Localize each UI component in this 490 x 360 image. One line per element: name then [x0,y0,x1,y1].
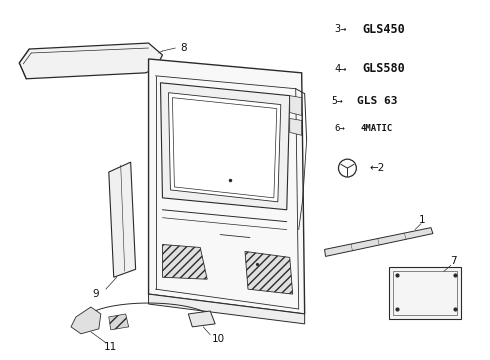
Polygon shape [290,118,302,135]
Polygon shape [161,83,290,210]
Text: 10: 10 [212,334,225,344]
Polygon shape [290,96,302,116]
Text: GLS580: GLS580 [362,62,405,75]
Polygon shape [148,294,305,324]
FancyBboxPatch shape [389,267,461,319]
Polygon shape [163,244,207,279]
Polygon shape [109,314,129,330]
Text: ←2: ←2 [369,163,385,173]
Polygon shape [71,307,101,334]
Polygon shape [19,43,163,79]
Text: GLS 63: GLS 63 [357,96,398,105]
FancyBboxPatch shape [196,257,243,279]
Text: GLS450: GLS450 [362,23,405,36]
Text: 4MATIC: 4MATIC [360,124,392,133]
Polygon shape [324,228,433,256]
Text: 9: 9 [93,289,99,299]
Polygon shape [188,311,215,327]
Polygon shape [245,251,293,294]
Polygon shape [148,59,305,314]
Circle shape [339,159,356,177]
Ellipse shape [193,314,207,323]
Text: 5→: 5→ [332,96,343,105]
Text: 1: 1 [418,215,425,225]
Text: 11: 11 [104,342,118,352]
Text: 4→: 4→ [335,64,347,74]
Text: 7: 7 [450,256,457,266]
Polygon shape [109,162,136,277]
Polygon shape [172,98,277,198]
Ellipse shape [79,314,93,324]
Text: 3→: 3→ [335,24,347,34]
Text: 8: 8 [180,43,187,53]
Text: 6→: 6→ [335,124,345,133]
Polygon shape [169,93,281,202]
